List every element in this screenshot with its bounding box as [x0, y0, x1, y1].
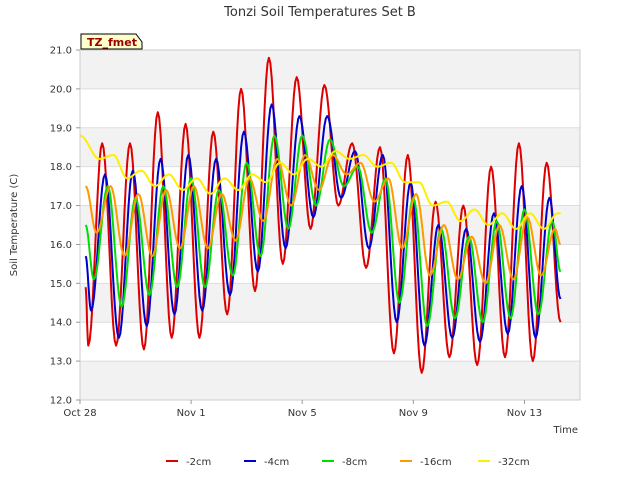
grid-band	[80, 322, 580, 362]
x-tick-label: Nov 13	[507, 408, 542, 419]
x-tick-label: Nov 9	[399, 408, 428, 419]
y-tick-label: 21.0	[50, 46, 72, 57]
x-axis-label: Time	[553, 425, 578, 436]
x-tick-label: Oct 28	[63, 408, 96, 419]
y-tick-label: 16.0	[50, 240, 72, 251]
x-tick-label: Nov 5	[288, 408, 317, 419]
y-tick-label: 17.0	[50, 201, 72, 212]
series-line-minus-16cm	[84, 154, 562, 285]
legend-label: -8cm	[342, 457, 367, 468]
y-tick-label: 15.0	[50, 279, 72, 290]
y-axis-label: Soil Temperature (C)	[9, 174, 20, 277]
plot-frame	[79, 49, 581, 401]
series-line-minus-8cm	[84, 134, 562, 328]
legend-label: -32cm	[498, 457, 530, 468]
fmet-badge: TZ_fmet	[80, 33, 143, 50]
legend: -2cm -4cm -8cm -16cm -32cm	[166, 457, 530, 468]
grid-band	[80, 283, 580, 323]
legend-label: -4cm	[264, 457, 289, 468]
legend-label: -16cm	[420, 457, 452, 468]
series-layer	[79, 56, 562, 374]
y-tick-label: 14.0	[50, 318, 72, 329]
badge-label: TZ_fmet	[87, 36, 137, 49]
series-line-minus-2cm	[84, 56, 562, 374]
grid-band	[80, 361, 580, 400]
y-axis-ticks: 12.0 13.0 14.0 15.0 16.0 17.0 18.0 19.0 20.0 21.0	[50, 46, 80, 407]
x-axis-ticks: Oct 28 Nov 1 Nov 5 Nov 9 Nov 13	[63, 400, 542, 419]
legend-label: -2cm	[186, 457, 211, 468]
y-tick-label: 19.0	[50, 123, 72, 134]
series-line-minus-32cm	[79, 134, 562, 230]
y-tick-label: 13.0	[50, 357, 72, 368]
y-tick-label: 18.0	[50, 162, 72, 173]
x-tick-label: Nov 1	[177, 408, 206, 419]
badge-box	[80, 33, 143, 50]
chart-title: Tonzi Soil Temperatures Set B	[223, 5, 416, 20]
y-tick-label: 20.0	[50, 84, 72, 95]
grid-band	[80, 50, 580, 89]
y-tick-label: 12.0	[50, 396, 72, 407]
